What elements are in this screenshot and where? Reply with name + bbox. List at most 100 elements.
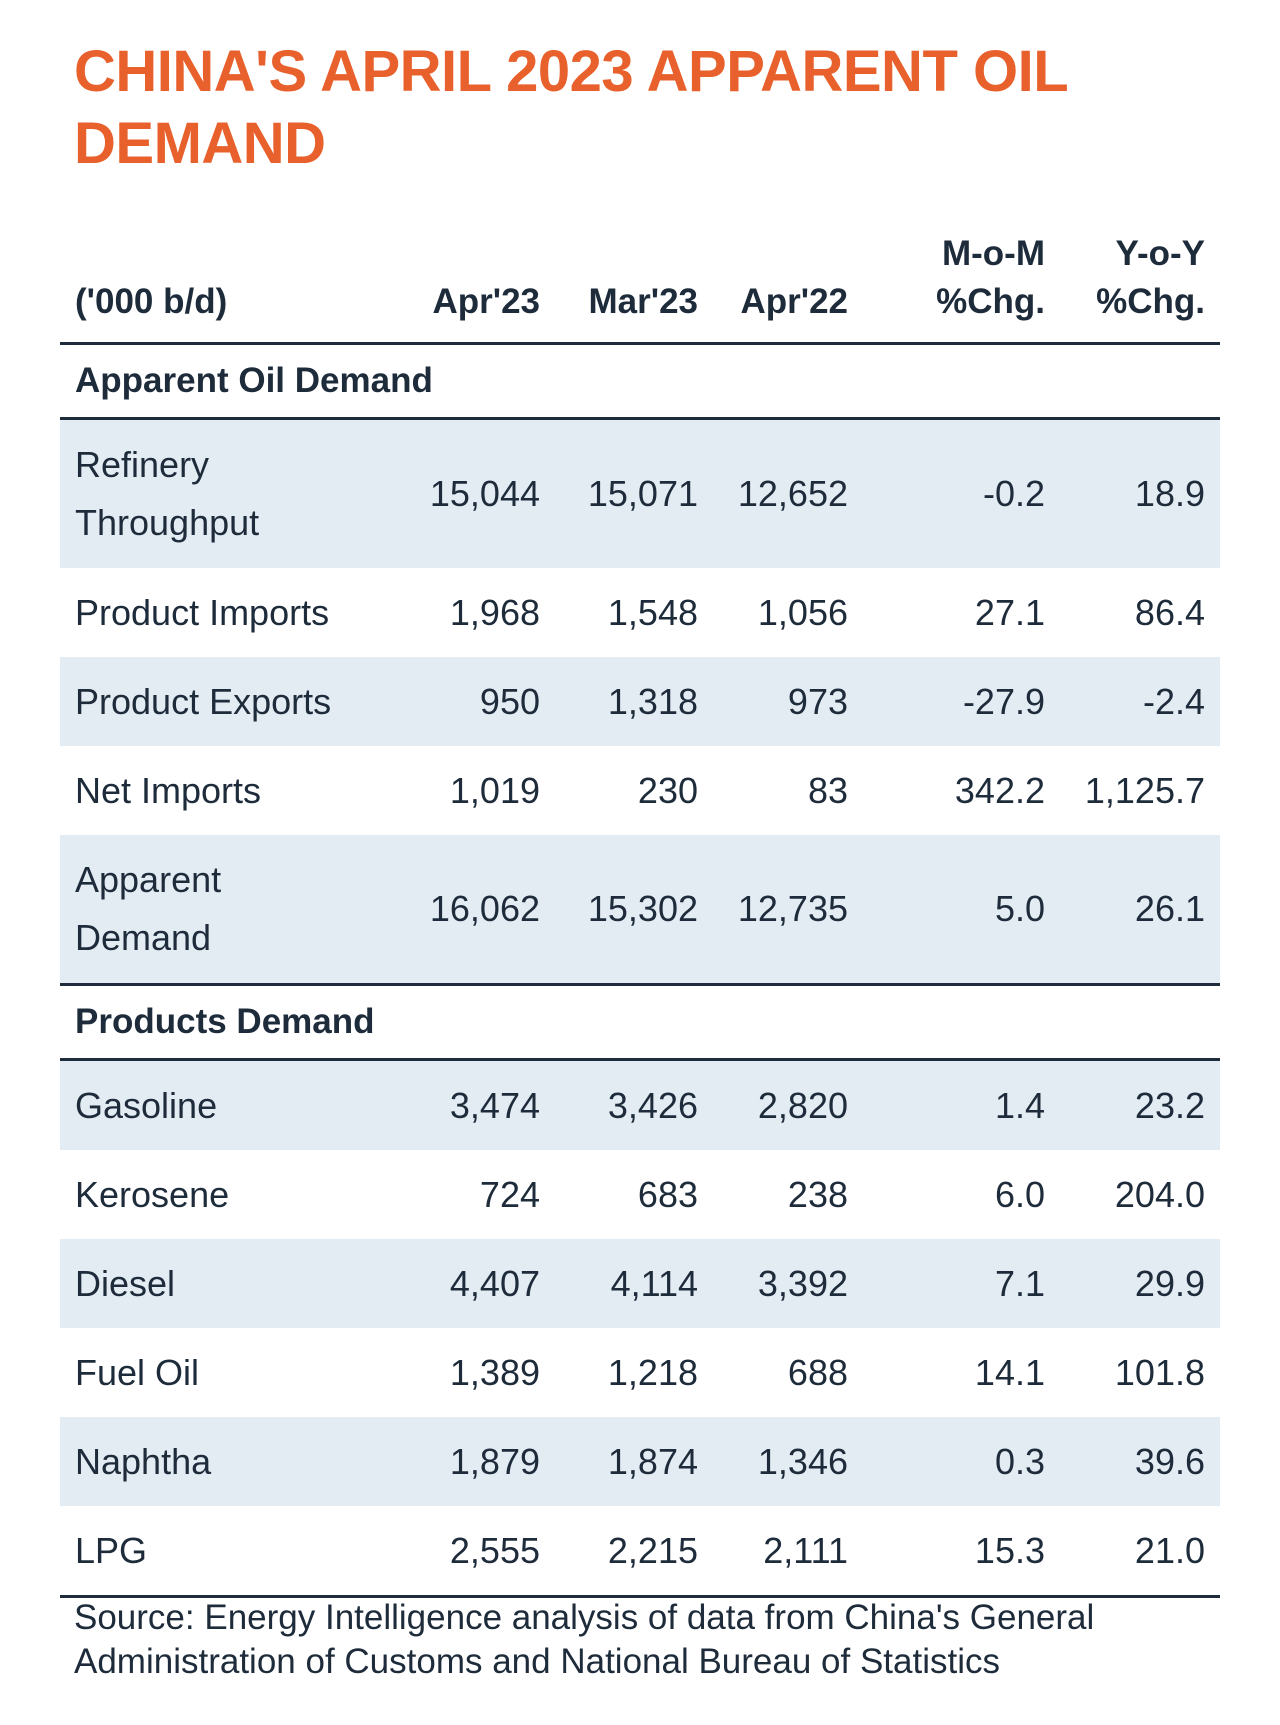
table-body: Apparent Oil Demand Refinery Throughput 15,… <box>60 343 1220 1598</box>
cell-mom: -0.2 <box>848 418 1045 568</box>
cell-yoy: 39.6 <box>1045 1417 1220 1506</box>
source-note: Source: Energy Intelligence analysis of … <box>74 1598 1095 1681</box>
cell-mar23: 2,215 <box>540 1506 698 1598</box>
unit-header: ('000 b/d) <box>60 210 400 345</box>
section-title: Apparent Oil Demand <box>60 343 1220 420</box>
cell-mom: 5.0 <box>848 835 1045 986</box>
cell-yoy: 23.2 <box>1045 1059 1220 1150</box>
cell-mar23: 683 <box>637 1173 698 1215</box>
cell-mom: 15.3 <box>848 1506 1045 1598</box>
table-row: Product Imports 1,968 1,548 1,056 27.1 86.4 <box>60 568 1220 657</box>
cell-apr22: 1,056 <box>757 591 848 633</box>
table-row: Gasoline 3,474 3,426 2,820 1.4 23.2 <box>60 1059 1220 1150</box>
table-row: Naphtha 1,879 1,874 1,346 0.3 39.6 <box>60 1417 1220 1506</box>
row-label: Kerosene <box>60 1150 400 1239</box>
table-row: Net Imports 1,019 230 83 342.2 1,125.7 <box>60 746 1220 835</box>
cell-apr23: 724 <box>479 1173 540 1215</box>
col-header-yoy-line1: Y-o-Y <box>1115 234 1205 273</box>
table-row: LPG 2,555 2,215 2,111 15.3 21.0 <box>60 1506 1220 1598</box>
cell-mar23: 1,218 <box>607 1351 698 1393</box>
cell-mar23: 1,548 <box>607 591 698 633</box>
page-title: CHINA'S APRIL 2023 APPARENT OIL DEMAND <box>74 39 1068 176</box>
cell-mar23: 15,302 <box>540 835 698 986</box>
cell-apr23: 1,019 <box>449 769 540 811</box>
cell-apr23: 1,968 <box>449 591 540 633</box>
cell-apr23: 2,555 <box>400 1506 540 1598</box>
cell-yoy: 86.4 <box>1134 591 1205 633</box>
cell-mom: 14.1 <box>974 1351 1045 1393</box>
cell-apr23: 3,474 <box>400 1059 540 1150</box>
table-row: Product Exports 950 1,318 973 -27.9 -2.4 <box>60 657 1220 746</box>
row-label-line: Fuel Oil <box>75 1351 200 1393</box>
cell-mar23: 1,318 <box>540 657 698 746</box>
table-row: Kerosene 724 683 238 6.0 204.0 <box>60 1150 1220 1239</box>
cell-yoy: 21.0 <box>1045 1506 1220 1598</box>
table-row: Fuel Oil 1,389 1,218 688 14.1 101.8 <box>60 1328 1220 1417</box>
row-label-line: Product Imports <box>75 591 330 633</box>
data-table: ('000 b/d) Apr'23 Mar'23 Apr'22 M-o-M %C… <box>60 210 1220 1598</box>
row-label-line: Gasoline <box>75 1084 218 1126</box>
cell-mar23: 15,071 <box>540 418 698 568</box>
row-label-line: Throughput <box>75 502 260 543</box>
cell-yoy: 29.9 <box>1045 1239 1220 1328</box>
row-label-line: Refinery <box>75 444 210 485</box>
cell-mar23: 230 <box>637 769 698 811</box>
cell-mar23: 3,426 <box>540 1059 698 1150</box>
cell-apr22: 12,652 <box>698 418 848 568</box>
cell-apr23: 4,407 <box>400 1239 540 1328</box>
cell-apr22: 2,820 <box>698 1059 848 1150</box>
table-row: Refinery Throughput 15,044 15,071 12,652 -0.2… <box>60 418 1220 568</box>
row-label: Product Imports <box>60 568 400 657</box>
cell-apr22: 83 <box>807 769 848 811</box>
cell-yoy: 101.8 <box>1114 1351 1205 1393</box>
col-header-apr23: Apr'23 <box>400 210 540 345</box>
row-label-line: Demand <box>75 917 212 958</box>
row-label: Naphtha <box>60 1417 400 1506</box>
row-label-line: Apparent <box>75 859 222 900</box>
col-header-yoy: Y-o-Y %Chg. <box>1045 210 1220 345</box>
col-header-mom-line2: %Chg. <box>936 282 1045 321</box>
cell-apr23: 16,062 <box>400 835 540 986</box>
row-label-line: Diesel <box>75 1262 176 1304</box>
col-header-mom-line1: M-o-M <box>941 234 1045 273</box>
row-label-line: Net Imports <box>75 769 262 811</box>
table-row: Apparent Demand 16,062 15,302 12,735 5.0 26.1 <box>60 835 1220 986</box>
cell-mom: 27.1 <box>974 591 1045 633</box>
cell-yoy: 204.0 <box>1114 1173 1205 1215</box>
cell-mom: 1.4 <box>848 1059 1045 1150</box>
cell-yoy: 18.9 <box>1045 418 1220 568</box>
section-header-row: Products Demand <box>60 984 1220 1061</box>
cell-mar23: 4,114 <box>540 1239 698 1328</box>
cell-mom: 0.3 <box>848 1417 1045 1506</box>
cell-apr22: 238 <box>787 1173 848 1215</box>
section-title: Products Demand <box>60 984 1220 1061</box>
row-label: Diesel <box>60 1239 400 1328</box>
cell-apr22: 688 <box>787 1351 848 1393</box>
row-label: Product Exports <box>60 657 400 746</box>
cell-apr23: 15,044 <box>400 418 540 568</box>
col-header-apr22: Apr'22 <box>698 210 848 345</box>
row-label: Refinery Throughput <box>60 418 400 568</box>
cell-apr23: 1,879 <box>400 1417 540 1506</box>
row-label: Apparent Demand <box>60 835 400 986</box>
col-header-mar23: Mar'23 <box>540 210 698 345</box>
cell-mom: 6.0 <box>994 1173 1045 1215</box>
cell-apr22: 1,346 <box>698 1417 848 1506</box>
col-header-yoy-line2: %Chg. <box>1096 282 1205 321</box>
row-label: LPG <box>60 1506 400 1598</box>
cell-apr22: 973 <box>698 657 848 746</box>
table-row: Diesel 4,407 4,114 3,392 7.1 29.9 <box>60 1239 1220 1328</box>
header-row: ('000 b/d) Apr'23 Mar'23 Apr'22 M-o-M %C… <box>60 210 1220 345</box>
section-header-row: Apparent Oil Demand <box>60 343 1220 420</box>
row-label: Net Imports <box>60 746 400 835</box>
cell-apr23: 1,389 <box>449 1351 540 1393</box>
row-label-line: Product Exports <box>75 680 332 722</box>
cell-apr23: 950 <box>400 657 540 746</box>
cell-apr22: 12,735 <box>698 835 848 986</box>
row-label-line: LPG <box>75 1529 148 1571</box>
cell-apr22: 3,392 <box>698 1239 848 1328</box>
cell-yoy: 26.1 <box>1045 835 1220 986</box>
row-label: Gasoline <box>60 1059 400 1150</box>
cell-apr22: 2,111 <box>698 1506 848 1598</box>
